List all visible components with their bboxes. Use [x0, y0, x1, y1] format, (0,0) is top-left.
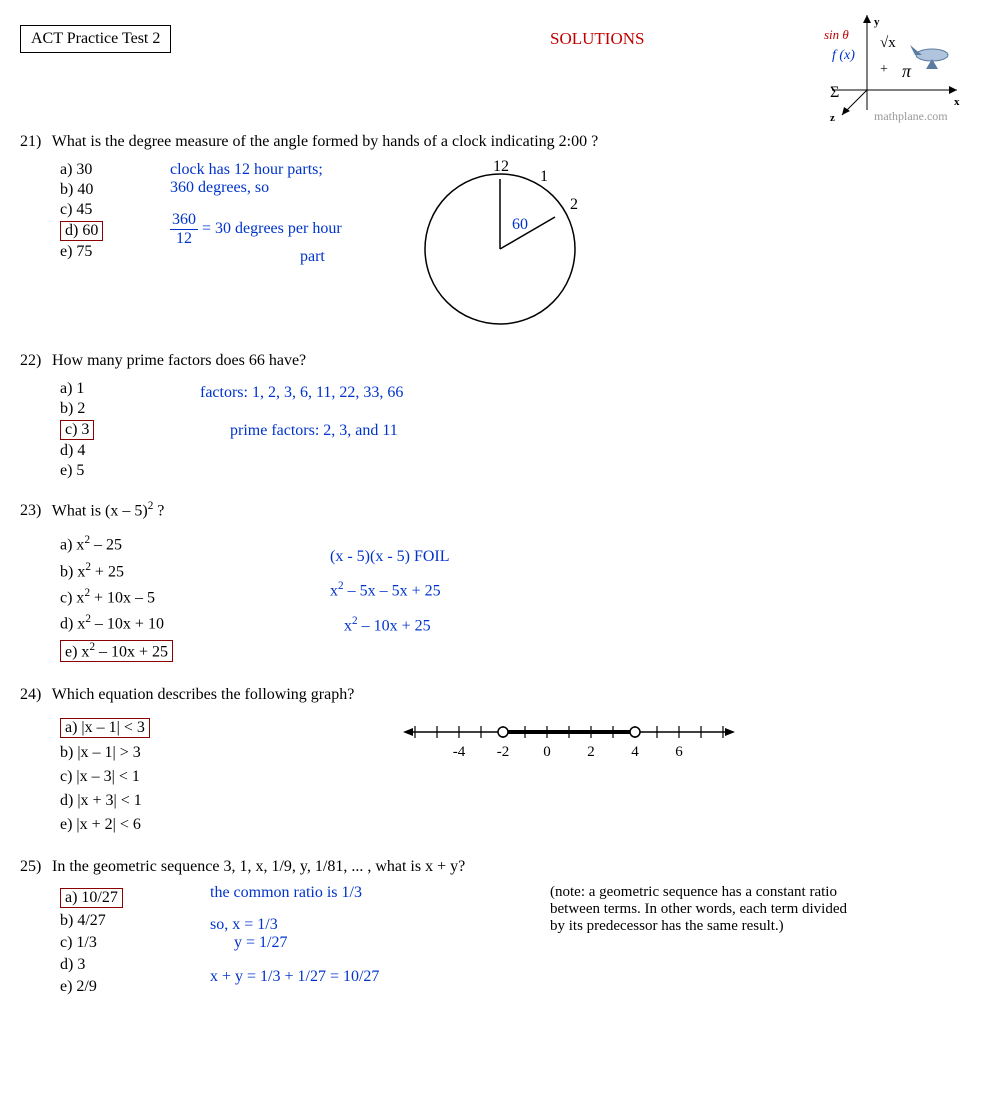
- svg-text:60: 60: [512, 216, 528, 233]
- axes-icon: y x z sin θ √x f (x) + π Σ mathplane.com: [802, 15, 962, 125]
- svg-text:2: 2: [587, 744, 595, 760]
- work: clock has 12 hour parts; 360 degrees, so…: [170, 161, 400, 266]
- choice-c: c) |x – 3| < 1: [60, 768, 400, 786]
- question-21: 21) What is the degree measure of the an…: [20, 133, 962, 334]
- choice-a: a) 1: [60, 380, 200, 398]
- solutions-label: SOLUTIONS: [550, 29, 644, 49]
- choice-a-correct: a) |x – 1| < 3: [60, 718, 150, 738]
- svg-text:√x: √x: [880, 35, 896, 51]
- choice-b: b) |x – 1| > 3: [60, 744, 400, 762]
- choice-c: c) 45: [60, 201, 170, 219]
- svg-text:z: z: [830, 112, 835, 124]
- svg-text:4: 4: [631, 744, 639, 760]
- choice-d: d) |x + 3| < 1: [60, 792, 400, 810]
- question-23: 23) What is (x – 5)2 ? a) x2 – 25 b) x2 …: [20, 500, 962, 668]
- choice-b: b) x2 + 25: [60, 561, 330, 581]
- svg-text:sin θ: sin θ: [824, 27, 849, 42]
- question-text: 25) In the geometric sequence 3, 1, x, 1…: [20, 858, 962, 876]
- site-logo: y x z sin θ √x f (x) + π Σ mathplane.com: [802, 15, 962, 128]
- choice-e: e) 2/9: [60, 978, 210, 996]
- choices: a) 30 b) 40 c) 45 d) 60 e) 75: [60, 159, 170, 263]
- svg-text:π: π: [902, 61, 912, 81]
- numberline: 0 2 4 6 -4 -2: [400, 712, 760, 777]
- choices: a) 1 b) 2 c) 3 d) 4 e) 5: [60, 378, 200, 482]
- svg-text:+: +: [880, 62, 888, 77]
- choice-c-correct: c) 3: [60, 420, 94, 440]
- svg-text:f (x): f (x): [832, 48, 855, 63]
- clock-diagram: 12 1 2 60: [400, 159, 600, 334]
- page-header: ACT Practice Test 2 SOLUTIONS y x z sin …: [20, 15, 962, 125]
- choice-e-correct: e) x2 – 10x + 25: [60, 640, 173, 662]
- question-text: 22) How many prime factors does 66 have?: [20, 352, 962, 370]
- choices: a) x2 – 25 b) x2 + 25 c) x2 + 10x – 5 d)…: [60, 528, 330, 668]
- choices: a) |x – 1| < 3 b) |x – 1| > 3 c) |x – 3|…: [60, 712, 400, 840]
- choices: a) 10/27 b) 4/27 c) 1/3 d) 3 e) 2/9: [60, 884, 210, 1000]
- choice-c: c) x2 + 10x – 5: [60, 587, 330, 607]
- question-22: 22) How many prime factors does 66 have?…: [20, 352, 962, 482]
- choice-a: a) 30: [60, 161, 170, 179]
- svg-text:1: 1: [540, 168, 548, 185]
- choice-d: d) 4: [60, 442, 200, 460]
- choice-d: d) x2 – 10x + 10: [60, 613, 330, 633]
- work: the common ratio is 1/3 so, x = 1/3 y = …: [210, 884, 490, 986]
- choice-a: a) x2 – 25: [60, 534, 330, 554]
- choice-b: b) 2: [60, 400, 200, 418]
- page-title: ACT Practice Test 2: [20, 25, 171, 53]
- svg-text:2: 2: [570, 196, 578, 213]
- question-25: 25) In the geometric sequence 3, 1, x, 1…: [20, 858, 962, 1000]
- choice-d: d) 3: [60, 956, 210, 974]
- choice-a-correct: a) 10/27: [60, 888, 123, 908]
- svg-text:x: x: [954, 96, 960, 108]
- note: (note: a geometric sequence has a consta…: [550, 884, 847, 935]
- question-text: 23) What is (x – 5)2 ?: [20, 500, 962, 520]
- choice-e: e) 5: [60, 462, 200, 480]
- airplane-icon: [910, 45, 948, 69]
- choice-b: b) 40: [60, 181, 170, 199]
- question-text: 21) What is the degree measure of the an…: [20, 133, 962, 151]
- svg-text:y: y: [874, 16, 880, 28]
- question-text: 24) Which equation describes the followi…: [20, 686, 962, 704]
- svg-text:0: 0: [543, 744, 551, 760]
- fraction: 360 12: [170, 211, 198, 248]
- question-24: 24) Which equation describes the followi…: [20, 686, 962, 840]
- svg-text:-2: -2: [497, 744, 510, 760]
- choice-d-correct: d) 60: [60, 221, 103, 241]
- choice-e: e) |x + 2| < 6: [60, 816, 400, 834]
- svg-text:-4: -4: [453, 744, 466, 760]
- svg-text:Σ: Σ: [830, 84, 839, 101]
- work: (x - 5)(x - 5) FOIL x2 – 5x – 5x + 25 x2…: [330, 548, 450, 635]
- svg-text:12: 12: [493, 159, 509, 175]
- work: factors: 1, 2, 3, 6, 11, 22, 33, 66 prim…: [200, 378, 403, 440]
- choice-b: b) 4/27: [60, 912, 210, 930]
- choice-c: c) 1/3: [60, 934, 210, 952]
- choice-e: e) 75: [60, 243, 170, 261]
- svg-text:6: 6: [675, 744, 683, 760]
- svg-text:mathplane.com: mathplane.com: [874, 109, 948, 123]
